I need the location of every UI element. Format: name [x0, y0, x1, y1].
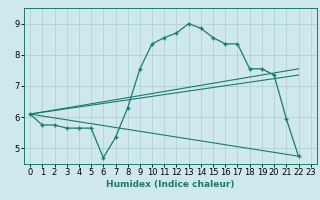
- X-axis label: Humidex (Indice chaleur): Humidex (Indice chaleur): [106, 180, 235, 189]
